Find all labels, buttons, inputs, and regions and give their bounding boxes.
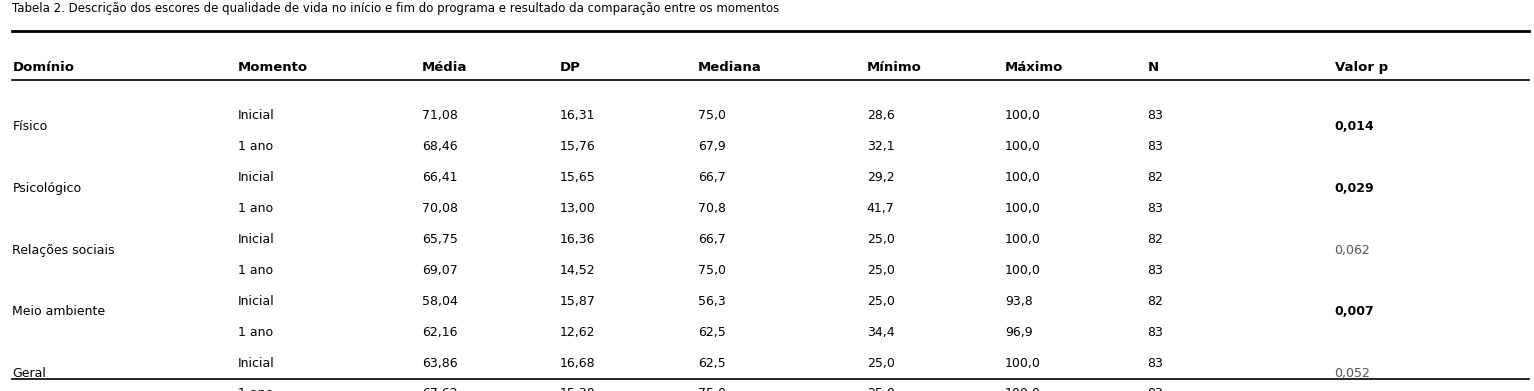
Text: 83: 83 (1147, 326, 1163, 339)
Text: 83: 83 (1147, 202, 1163, 215)
Text: 28,6: 28,6 (867, 109, 894, 122)
Text: 100,0: 100,0 (1005, 357, 1040, 369)
Text: 15,65: 15,65 (560, 171, 595, 184)
Text: Valor p: Valor p (1335, 61, 1388, 74)
Text: Meio ambiente: Meio ambiente (12, 305, 106, 318)
Text: 1 ano: 1 ano (238, 202, 273, 215)
Text: Inicial: Inicial (238, 295, 275, 308)
Text: 66,7: 66,7 (698, 233, 726, 246)
Text: Inicial: Inicial (238, 171, 275, 184)
Text: Domínio: Domínio (12, 61, 74, 74)
Text: 66,41: 66,41 (422, 171, 457, 184)
Text: Psicológico: Psicológico (12, 182, 81, 195)
Text: 71,08: 71,08 (422, 109, 457, 122)
Text: 1 ano: 1 ano (238, 387, 273, 391)
Text: 68,46: 68,46 (422, 140, 457, 153)
Text: 83: 83 (1147, 109, 1163, 122)
Text: 83: 83 (1147, 387, 1163, 391)
Text: 66,7: 66,7 (698, 171, 726, 184)
Text: 70,08: 70,08 (422, 202, 457, 215)
Text: 41,7: 41,7 (867, 202, 894, 215)
Text: 100,0: 100,0 (1005, 109, 1040, 122)
Text: Físico: Físico (12, 120, 48, 133)
Text: Mínimo: Mínimo (867, 61, 922, 74)
Text: Mediana: Mediana (698, 61, 762, 74)
Text: 0,007: 0,007 (1335, 305, 1374, 318)
Text: 32,1: 32,1 (867, 140, 894, 153)
Text: N: N (1147, 61, 1158, 74)
Text: 83: 83 (1147, 264, 1163, 277)
Text: 67,9: 67,9 (698, 140, 726, 153)
Text: 16,31: 16,31 (560, 109, 595, 122)
Text: Geral: Geral (12, 367, 46, 380)
Text: 75,0: 75,0 (698, 109, 726, 122)
Text: DP: DP (560, 61, 581, 74)
Text: 100,0: 100,0 (1005, 202, 1040, 215)
Text: 100,0: 100,0 (1005, 387, 1040, 391)
Text: 1 ano: 1 ano (238, 140, 273, 153)
Text: 82: 82 (1147, 171, 1163, 184)
Text: 75,0: 75,0 (698, 387, 726, 391)
Text: Máximo: Máximo (1005, 61, 1063, 74)
Text: 25,0: 25,0 (867, 264, 894, 277)
Text: 15,38: 15,38 (560, 387, 595, 391)
Text: 100,0: 100,0 (1005, 264, 1040, 277)
Text: 67,62: 67,62 (422, 387, 457, 391)
Text: 12,62: 12,62 (560, 326, 595, 339)
Text: 25,0: 25,0 (867, 387, 894, 391)
Text: 16,68: 16,68 (560, 357, 595, 369)
Text: 13,00: 13,00 (560, 202, 595, 215)
Text: 96,9: 96,9 (1005, 326, 1032, 339)
Text: 82: 82 (1147, 295, 1163, 308)
Text: 62,16: 62,16 (422, 326, 457, 339)
Text: 25,0: 25,0 (867, 295, 894, 308)
Text: Inicial: Inicial (238, 357, 275, 369)
Text: 82: 82 (1147, 233, 1163, 246)
Text: Momento: Momento (238, 61, 308, 74)
Text: 25,0: 25,0 (867, 233, 894, 246)
Text: 16,36: 16,36 (560, 233, 595, 246)
Text: 83: 83 (1147, 357, 1163, 369)
Text: 29,2: 29,2 (867, 171, 894, 184)
Text: 75,0: 75,0 (698, 264, 726, 277)
Text: 0,052: 0,052 (1335, 367, 1370, 380)
Text: Média: Média (422, 61, 468, 74)
Text: 1 ano: 1 ano (238, 326, 273, 339)
Text: 14,52: 14,52 (560, 264, 595, 277)
Text: Relações sociais: Relações sociais (12, 244, 115, 256)
Text: 100,0: 100,0 (1005, 171, 1040, 184)
Text: 25,0: 25,0 (867, 357, 894, 369)
Text: Inicial: Inicial (238, 109, 275, 122)
Text: 100,0: 100,0 (1005, 140, 1040, 153)
Text: 56,3: 56,3 (698, 295, 726, 308)
Text: 100,0: 100,0 (1005, 233, 1040, 246)
Text: Inicial: Inicial (238, 233, 275, 246)
Text: 62,5: 62,5 (698, 357, 726, 369)
Text: 69,07: 69,07 (422, 264, 457, 277)
Text: 83: 83 (1147, 140, 1163, 153)
Text: 15,76: 15,76 (560, 140, 595, 153)
Text: 58,04: 58,04 (422, 295, 457, 308)
Text: 0,029: 0,029 (1335, 182, 1374, 195)
Text: 0,062: 0,062 (1335, 244, 1370, 256)
Text: 0,014: 0,014 (1335, 120, 1374, 133)
Text: 65,75: 65,75 (422, 233, 457, 246)
Text: 62,5: 62,5 (698, 326, 726, 339)
Text: 63,86: 63,86 (422, 357, 457, 369)
Text: 34,4: 34,4 (867, 326, 894, 339)
Text: 93,8: 93,8 (1005, 295, 1032, 308)
Text: 15,87: 15,87 (560, 295, 595, 308)
Text: 70,8: 70,8 (698, 202, 726, 215)
Text: 1 ano: 1 ano (238, 264, 273, 277)
Text: Tabela 2. Descrição dos escores de qualidade de vida no início e fim do programa: Tabela 2. Descrição dos escores de quali… (12, 2, 779, 15)
